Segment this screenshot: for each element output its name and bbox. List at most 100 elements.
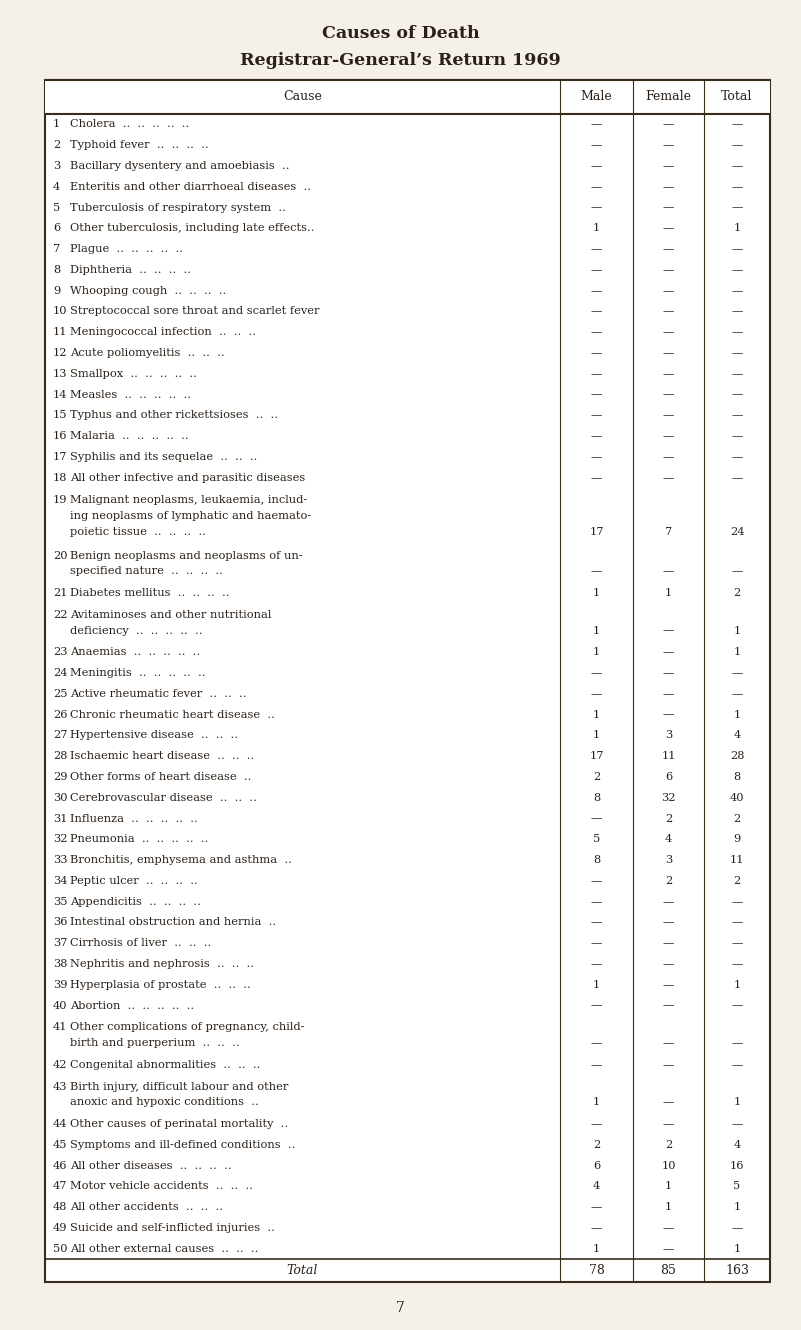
Text: —: — — [591, 896, 602, 907]
Text: 8: 8 — [593, 793, 600, 803]
Text: —: — — [591, 814, 602, 823]
Text: 40: 40 — [53, 1000, 67, 1011]
Text: Suicide and self-inflicted injuries  ..: Suicide and self-inflicted injuries .. — [70, 1224, 275, 1233]
Text: —: — — [591, 689, 602, 698]
Text: 1: 1 — [665, 588, 672, 598]
Text: 14: 14 — [53, 390, 67, 399]
Text: All other accidents  ..  ..  ..: All other accidents .. .. .. — [70, 1202, 223, 1212]
Text: —: — — [591, 938, 602, 948]
Text: —: — — [662, 161, 674, 172]
Text: 44: 44 — [53, 1119, 67, 1129]
Text: —: — — [731, 245, 743, 254]
Text: —: — — [591, 1119, 602, 1129]
Text: Motor vehicle accidents  ..  ..  ..: Motor vehicle accidents .. .. .. — [70, 1181, 253, 1192]
Text: —: — — [731, 1037, 743, 1048]
Text: —: — — [591, 567, 602, 576]
Text: —: — — [591, 202, 602, 213]
Text: 1: 1 — [734, 1202, 741, 1212]
Text: 1: 1 — [734, 223, 741, 233]
Text: 9: 9 — [734, 834, 741, 845]
Text: All other external causes  ..  ..  ..: All other external causes .. .. .. — [70, 1244, 259, 1254]
Text: 2: 2 — [734, 588, 741, 598]
Text: Enteritis and other diarrhoeal diseases  ..: Enteritis and other diarrhoeal diseases … — [70, 182, 311, 192]
Text: 1: 1 — [593, 588, 600, 598]
Text: 28: 28 — [53, 751, 67, 761]
Text: —: — — [662, 1224, 674, 1233]
Text: 24: 24 — [53, 668, 67, 678]
Text: —: — — [591, 472, 602, 483]
Text: —: — — [591, 245, 602, 254]
Text: —: — — [731, 918, 743, 927]
Text: 41: 41 — [53, 1023, 67, 1032]
Text: 6: 6 — [593, 1161, 600, 1170]
Text: Other tuberculosis, including late effects..: Other tuberculosis, including late effec… — [70, 223, 315, 233]
Text: Birth injury, difficult labour and other: Birth injury, difficult labour and other — [70, 1081, 288, 1092]
Text: Intestinal obstruction and hernia  ..: Intestinal obstruction and hernia .. — [70, 918, 276, 927]
Text: 1: 1 — [734, 1244, 741, 1254]
Text: —: — — [662, 1000, 674, 1011]
Text: 1: 1 — [593, 980, 600, 990]
Text: 17: 17 — [590, 527, 604, 537]
Text: —: — — [662, 1060, 674, 1069]
Text: Cholera  ..  ..  ..  ..  ..: Cholera .. .. .. .. .. — [70, 120, 189, 129]
Text: —: — — [731, 896, 743, 907]
Text: 18: 18 — [53, 472, 67, 483]
Text: 19: 19 — [53, 496, 67, 505]
Text: Pneumonia  ..  ..  ..  ..  ..: Pneumonia .. .. .. .. .. — [70, 834, 208, 845]
Text: 11: 11 — [730, 855, 744, 865]
Text: 16: 16 — [730, 1161, 744, 1170]
Text: 33: 33 — [53, 855, 67, 865]
Text: Active rheumatic fever  ..  ..  ..: Active rheumatic fever .. .. .. — [70, 689, 247, 698]
Text: 26: 26 — [53, 710, 67, 720]
Text: 3: 3 — [665, 730, 672, 741]
Text: 50: 50 — [53, 1244, 67, 1254]
Text: Malaria  ..  ..  ..  ..  ..: Malaria .. .. .. .. .. — [70, 431, 188, 442]
Text: 4: 4 — [734, 1140, 741, 1150]
Text: 2: 2 — [593, 771, 600, 782]
Text: —: — — [591, 411, 602, 420]
Text: specified nature  ..  ..  ..  ..: specified nature .. .. .. .. — [70, 567, 223, 576]
Text: —: — — [731, 390, 743, 399]
Text: —: — — [591, 1060, 602, 1069]
Text: —: — — [591, 1202, 602, 1212]
Text: —: — — [662, 286, 674, 295]
Text: 2: 2 — [665, 876, 672, 886]
Text: poietic tissue  ..  ..  ..  ..: poietic tissue .. .. .. .. — [70, 527, 206, 537]
Text: —: — — [662, 938, 674, 948]
Text: Other causes of perinatal mortality  ..: Other causes of perinatal mortality .. — [70, 1119, 288, 1129]
Text: 78: 78 — [589, 1264, 605, 1277]
Text: —: — — [662, 472, 674, 483]
Text: —: — — [731, 938, 743, 948]
Text: —: — — [591, 140, 602, 150]
Text: 11: 11 — [662, 751, 676, 761]
Text: —: — — [591, 390, 602, 399]
Text: 3: 3 — [53, 161, 60, 172]
Text: Typhoid fever  ..  ..  ..  ..: Typhoid fever .. .. .. .. — [70, 140, 208, 150]
Text: 4: 4 — [734, 730, 741, 741]
Text: 9: 9 — [53, 286, 60, 295]
Text: 5: 5 — [593, 834, 600, 845]
Text: —: — — [731, 265, 743, 275]
Text: —: — — [591, 431, 602, 442]
Text: —: — — [591, 120, 602, 129]
Text: —: — — [591, 668, 602, 678]
Text: 1: 1 — [734, 710, 741, 720]
Text: Chronic rheumatic heart disease  ..: Chronic rheumatic heart disease .. — [70, 710, 275, 720]
Text: 30: 30 — [53, 793, 67, 803]
Text: 2: 2 — [665, 814, 672, 823]
Text: Causes of Death: Causes of Death — [322, 25, 479, 43]
Text: 35: 35 — [53, 896, 67, 907]
Text: Nephritis and nephrosis  ..  ..  ..: Nephritis and nephrosis .. .. .. — [70, 959, 254, 970]
Text: anoxic and hypoxic conditions  ..: anoxic and hypoxic conditions .. — [70, 1097, 259, 1108]
Text: —: — — [662, 1244, 674, 1254]
Text: 2: 2 — [53, 140, 60, 150]
Text: —: — — [662, 567, 674, 576]
Text: —: — — [662, 668, 674, 678]
Text: —: — — [591, 452, 602, 462]
FancyBboxPatch shape — [45, 80, 770, 1282]
Text: 12: 12 — [53, 348, 67, 358]
Text: 46: 46 — [53, 1161, 67, 1170]
Text: 8: 8 — [53, 265, 60, 275]
Text: 40: 40 — [730, 793, 744, 803]
Text: ing neoplasms of lymphatic and haemato-: ing neoplasms of lymphatic and haemato- — [70, 511, 312, 521]
